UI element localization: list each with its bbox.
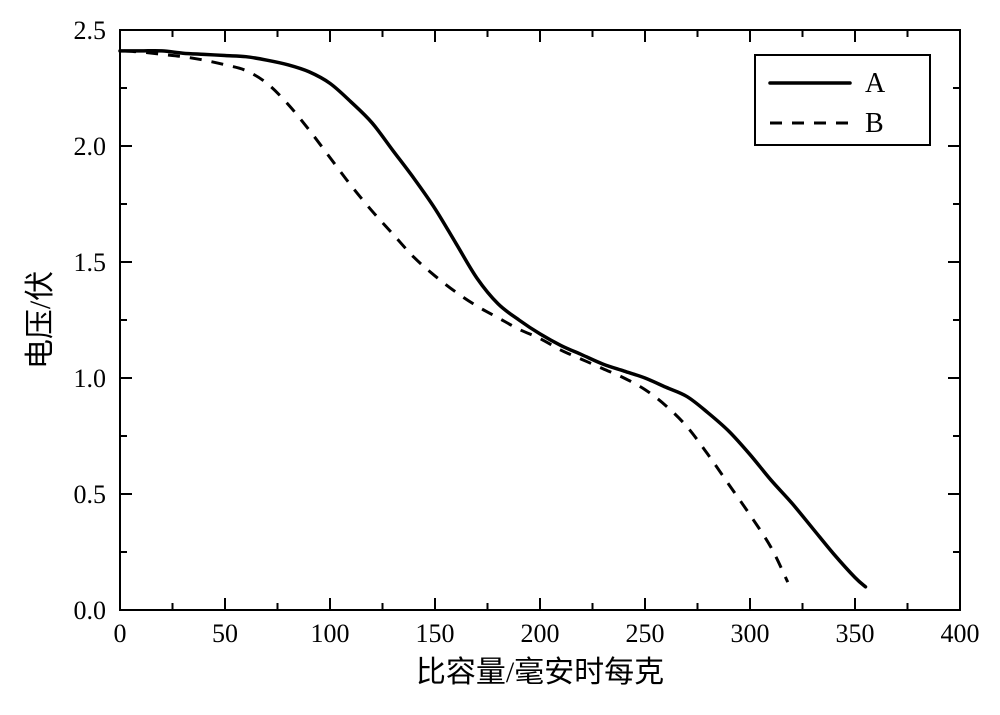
- x-tick-label: 0: [114, 619, 127, 648]
- series-B: [124, 51, 788, 582]
- legend-label: A: [865, 68, 886, 99]
- chart-container: 0 50 100 150 200 250 300 350 400 0.0 0.5 1.0 1.5 2.0 2…: [0, 0, 1000, 715]
- chart-svg: 0 50 100 150 200 250 300 350 400 0.0 0.5 1.0 1.5 2.0 2…: [0, 0, 1000, 715]
- x-tick-label: 400: [941, 619, 980, 648]
- y-axis-label: 电压/伏: [24, 271, 57, 369]
- x-tick-label: 300: [731, 619, 770, 648]
- x-tick-label: 350: [836, 619, 875, 648]
- y-tick-label: 0.5: [74, 480, 107, 509]
- x-tick-label: 250: [626, 619, 665, 648]
- y-tick-label: 0.0: [74, 596, 107, 625]
- plot-box: [120, 30, 960, 610]
- x-tick-label: 100: [311, 619, 350, 648]
- x-axis-label: 比容量/毫安时每克: [416, 656, 664, 689]
- y-tick-label: 1.0: [74, 364, 107, 393]
- x-tick-label: 150: [416, 619, 455, 648]
- legend-box: [755, 55, 930, 145]
- y-tick-label: 2.0: [74, 132, 107, 161]
- y-tick-label: 2.5: [74, 16, 107, 45]
- series-A: [120, 51, 866, 587]
- legend-label: B: [865, 108, 884, 139]
- y-tick-label: 1.5: [74, 248, 107, 277]
- x-tick-label: 50: [212, 619, 238, 648]
- x-tick-label: 200: [521, 619, 560, 648]
